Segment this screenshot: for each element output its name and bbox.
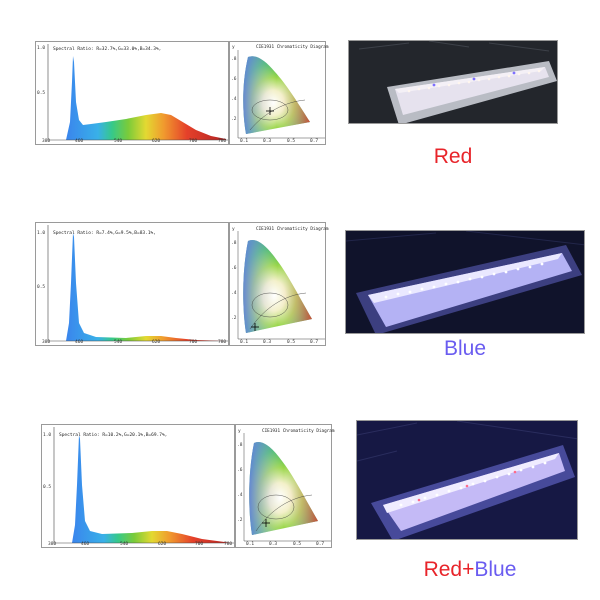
x-tick-620: 620 [158, 542, 167, 547]
x-tick-460: 460 [75, 139, 84, 144]
cie-y-tick: .2 [237, 518, 243, 523]
caption-blue: Blue [443, 337, 487, 360]
cie-x-tick: 0.5 [287, 139, 296, 144]
caption-part-red: Red+ [423, 558, 475, 581]
x-tick-620: 620 [152, 340, 161, 345]
cie-y-tick: .4 [237, 493, 243, 498]
cie-y-tick: .4 [231, 97, 237, 102]
cie-y-label: y [238, 429, 241, 434]
x-tick-700: 700 [189, 340, 198, 345]
fixture-photo [348, 40, 558, 124]
cie-chart: CIE1931 Chromaticity Diagram y .8 .6 .4 … [235, 424, 335, 548]
y-tick-1: 1.0 [37, 46, 46, 51]
fixture-svg [346, 231, 584, 333]
cie-x-tick: 0.5 [293, 542, 302, 547]
spectral-ratio: Spectral Ratio: R=7.4%,G=9.5%,B=83.1%, [53, 231, 156, 236]
spectrum-area [48, 56, 226, 140]
cie-y-tick: .6 [231, 266, 237, 271]
cie-chart: CIE1931 Chromaticity Diagram y .8 .6 .4 … [229, 41, 329, 145]
cie-y-tick: .8 [237, 443, 243, 448]
spectrum-area [54, 435, 232, 543]
fixture-photo [356, 420, 578, 540]
fixture-svg [349, 41, 557, 123]
cie-y-tick: .8 [231, 57, 237, 62]
y-tick-2: 0.5 [37, 91, 46, 96]
fixture-svg [357, 421, 577, 539]
x-tick-700: 700 [189, 139, 198, 144]
cie-y-tick: .6 [237, 468, 243, 473]
spectral-ratio: Spectral Ratio: R=10.2%,G=20.1%,B=69.7%, [59, 433, 168, 438]
cie-x-tick: 0.3 [263, 139, 272, 144]
x-tick-380: 380 [48, 542, 57, 547]
cie-x-tick: 0.1 [240, 340, 249, 345]
cie-y-tick: .4 [231, 291, 237, 296]
cie-title: CIE1931 Chromaticity Diagram [256, 45, 329, 50]
x-tick-620: 620 [152, 139, 161, 144]
panel-blue: Spectral Ratio: R=7.4%,G=9.5%,B=83.1%, 1… [35, 222, 585, 360]
x-tick-780: 780 [218, 340, 227, 345]
spectrum-chart: Spectral Ratio: R=32.7%,G=33.0%,B=34.3%,… [35, 41, 229, 145]
x-tick-780: 780 [224, 542, 233, 547]
cie-x-tick: 0.5 [287, 340, 296, 345]
fixture-photo [345, 230, 585, 334]
caption-text: Red+Blue [424, 558, 517, 581]
cie-x-tick: 0.7 [310, 139, 319, 144]
x-tick-380: 380 [42, 139, 51, 144]
cie-y-label: y [232, 227, 235, 232]
caption-part-blue: Blue [474, 558, 517, 581]
cie-chart: CIE1931 Chromaticity Diagram y .8 .6 .4 … [229, 222, 329, 346]
cie-y-tick: .2 [231, 117, 237, 122]
x-tick-540: 540 [120, 542, 129, 547]
x-tick-780: 780 [218, 139, 227, 144]
x-tick-460: 460 [75, 340, 84, 345]
cie-svg [243, 433, 331, 542]
cie-x-tick: 0.7 [310, 340, 319, 345]
x-tick-700: 700 [195, 542, 204, 547]
cie-x-tick: 0.1 [246, 542, 255, 547]
cie-y-label: y [232, 45, 235, 50]
cie-x-tick: 0.7 [316, 542, 325, 547]
cie-x-tick: 0.3 [269, 542, 278, 547]
cie-y-tick: .6 [231, 77, 237, 82]
y-tick-1: 1.0 [37, 231, 46, 236]
cie-title: CIE1931 Chromaticity Diagram [256, 227, 329, 232]
cie-y-tick: .8 [231, 241, 237, 246]
cie-svg [237, 50, 325, 139]
cie-x-tick: 0.3 [263, 340, 272, 345]
spectrum-svg [47, 225, 228, 342]
cie-title: CIE1931 Chromaticity Diagram [262, 429, 335, 434]
x-tick-460: 460 [81, 542, 90, 547]
cie-x-tick: 0.1 [240, 139, 249, 144]
x-tick-540: 540 [114, 340, 123, 345]
cie-y-tick: .2 [231, 316, 237, 321]
caption-red: Red [433, 145, 473, 168]
y-tick-2: 0.5 [43, 485, 52, 490]
spectral-ratio: Spectral Ratio: R=32.7%,G=33.0%,B=34.3%, [53, 47, 162, 52]
y-tick-2: 0.5 [37, 285, 46, 290]
y-tick-1: 1.0 [43, 433, 52, 438]
cie-svg [237, 231, 325, 340]
spectrum-svg [53, 427, 234, 544]
spectrum-chart: Spectral Ratio: R=7.4%,G=9.5%,B=83.1%, 1… [35, 222, 229, 346]
x-tick-380: 380 [42, 340, 51, 345]
panel-red: Spectral Ratio: R=32.7%,G=33.0%,B=34.3%,… [0, 0, 600, 200]
caption-red-blue: Red+Blue [390, 558, 550, 582]
x-tick-540: 540 [114, 139, 123, 144]
spectrum-chart: Spectral Ratio: R=10.2%,G=20.1%,B=69.7%,… [41, 424, 235, 548]
spectrum-svg [47, 44, 228, 141]
